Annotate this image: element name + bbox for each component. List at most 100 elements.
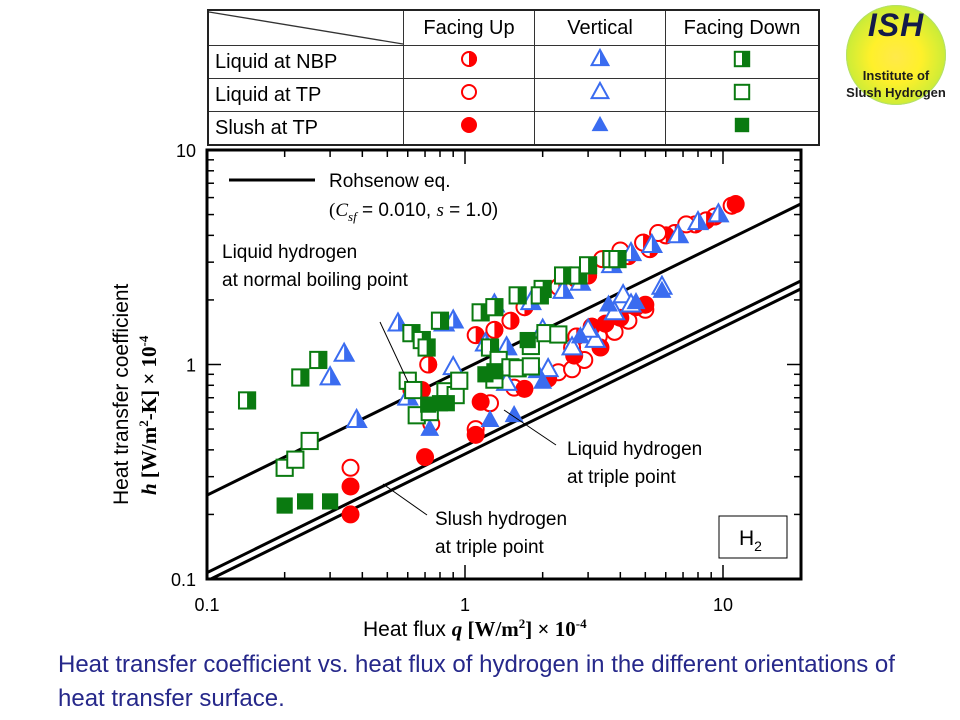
data-point-half-square (485, 298, 504, 317)
data-point-half-square (608, 250, 627, 269)
data-point-open-triangle (584, 327, 607, 348)
x-tick-label: 10 (713, 595, 733, 615)
y-tick-label: 1 (186, 356, 196, 376)
filled-triangle-marker-icon (591, 115, 609, 132)
open-triangle-marker-icon (589, 80, 611, 100)
annotation-nbp-line2: at normal boiling point (222, 270, 409, 291)
y-tick-label: 0.1 (171, 570, 196, 590)
series-filled-triangle (420, 280, 672, 436)
x-tick-labels: 0.1 1 10 (194, 595, 733, 615)
marker-cell (534, 45, 666, 79)
data-point-filled-square (296, 493, 314, 510)
legend-params: (Csf = 0.010, s = 1.0) (329, 200, 498, 224)
data-point-half-circle (485, 320, 504, 339)
marker-cell (665, 78, 820, 112)
data-point-half-square (578, 256, 598, 275)
data-point-half-circle (501, 311, 520, 330)
ish-logo: ISH Institute of Slush Hydrogen (846, 5, 946, 105)
row-label: Liquid at NBP (207, 45, 404, 79)
data-point-open-triangle (442, 355, 465, 376)
data-point-half-triangle (640, 232, 664, 254)
data-point-open-square (404, 380, 423, 400)
rohsenow-line (207, 279, 801, 575)
data-point-half-square (530, 286, 549, 305)
data-point-filled-circle (726, 195, 745, 214)
data-point-half-triangle (686, 210, 710, 231)
marker-cell (665, 111, 820, 146)
data-point-half-square (291, 368, 310, 387)
column-facing-up: Facing Up (403, 9, 535, 46)
data-point-open-triangle (560, 335, 584, 356)
filled-square-marker-icon (734, 117, 750, 133)
data-point-filled-triangle (652, 280, 672, 298)
marker-cell (403, 45, 535, 79)
half-circle-marker-icon (461, 51, 477, 67)
y-axis-label-line1: Heat transfer coefficient (110, 283, 133, 505)
data-point-filled-square (519, 331, 536, 349)
data-point-filled-triangle (480, 409, 500, 428)
y-tick-label: 10 (176, 141, 196, 161)
annotation-tp-line1: Liquid hydrogen (567, 439, 702, 460)
legend-marker (589, 47, 611, 67)
open-square-marker-icon (733, 83, 751, 101)
series-filled-circle (341, 195, 745, 524)
legend-line-label: Rohsenow eq. (329, 171, 450, 192)
data-point-open-circle (341, 458, 360, 477)
x-tick-label: 0.1 (194, 595, 219, 615)
data-point-filled-triangle (533, 371, 553, 389)
legend-marker (733, 83, 751, 101)
data-point-filled-circle (416, 448, 435, 467)
data-point-filled-square (438, 395, 455, 412)
data-point-half-triangle (332, 341, 356, 362)
data-point-filled-triangle (599, 294, 618, 312)
open-circle-marker-icon (461, 84, 477, 100)
logo-abbr: ISH (867, 7, 925, 43)
row-label: Slush at TP (207, 111, 404, 146)
data-point-filled-triangle (626, 292, 646, 310)
data-point-open-square (549, 325, 568, 344)
half-triangle-marker-icon (589, 47, 611, 67)
legend-row: Liquid at NBP (207, 45, 820, 79)
legend-marker (461, 51, 477, 67)
data-point-filled-square (321, 493, 339, 510)
column-facing-down: Facing Down (665, 9, 820, 46)
legend-corner-cell (207, 9, 404, 46)
data-point-open-square (300, 431, 319, 451)
diagonal-line (209, 11, 403, 45)
annotation-slush-arrow (382, 483, 428, 516)
marker-cell (403, 78, 535, 112)
data-point-half-triangle (551, 278, 575, 299)
data-point-half-circle (419, 355, 438, 374)
x-tick-label: 1 (460, 595, 470, 615)
marker-cell (403, 111, 535, 146)
data-point-open-square (521, 357, 540, 376)
series-open-circle (341, 215, 696, 477)
data-point-filled-circle (341, 505, 360, 524)
annotation-nbp-arrow (379, 321, 409, 383)
legend-marker (461, 84, 477, 100)
y-axis-label: Heat transfer coefficient h [W/m2-K] × 1… (110, 283, 161, 505)
logo-line2: Slush Hydrogen (846, 85, 946, 100)
data-point-open-square (286, 450, 305, 469)
half-square-marker-icon (733, 50, 751, 68)
y-axis-label-line2: h [W/m2-K] × 10-4 (136, 335, 161, 495)
data-point-filled-circle (471, 392, 490, 411)
data-point-filled-triangle (420, 418, 440, 436)
legend-marker (589, 80, 611, 100)
data-point-filled-triangle (504, 404, 524, 423)
data-point-half-square (309, 350, 328, 370)
data-point-open-triangle (536, 356, 560, 378)
legend-marker (591, 115, 609, 132)
legend-row: Liquid at TP (207, 78, 820, 112)
data-point-half-triangle (707, 202, 730, 223)
legend-header-row: Facing Up Vertical Facing Down (207, 9, 820, 46)
data-point-half-square (430, 311, 450, 330)
legend-marker (733, 50, 751, 68)
plot-frame (205, 148, 803, 581)
data-point-filled-triangle (570, 326, 590, 344)
data-points (237, 195, 745, 524)
legend-row: Slush at TP (207, 111, 820, 146)
legend-marker (734, 117, 750, 133)
data-point-open-square (450, 371, 469, 390)
data-point-filled-circle (636, 295, 655, 314)
